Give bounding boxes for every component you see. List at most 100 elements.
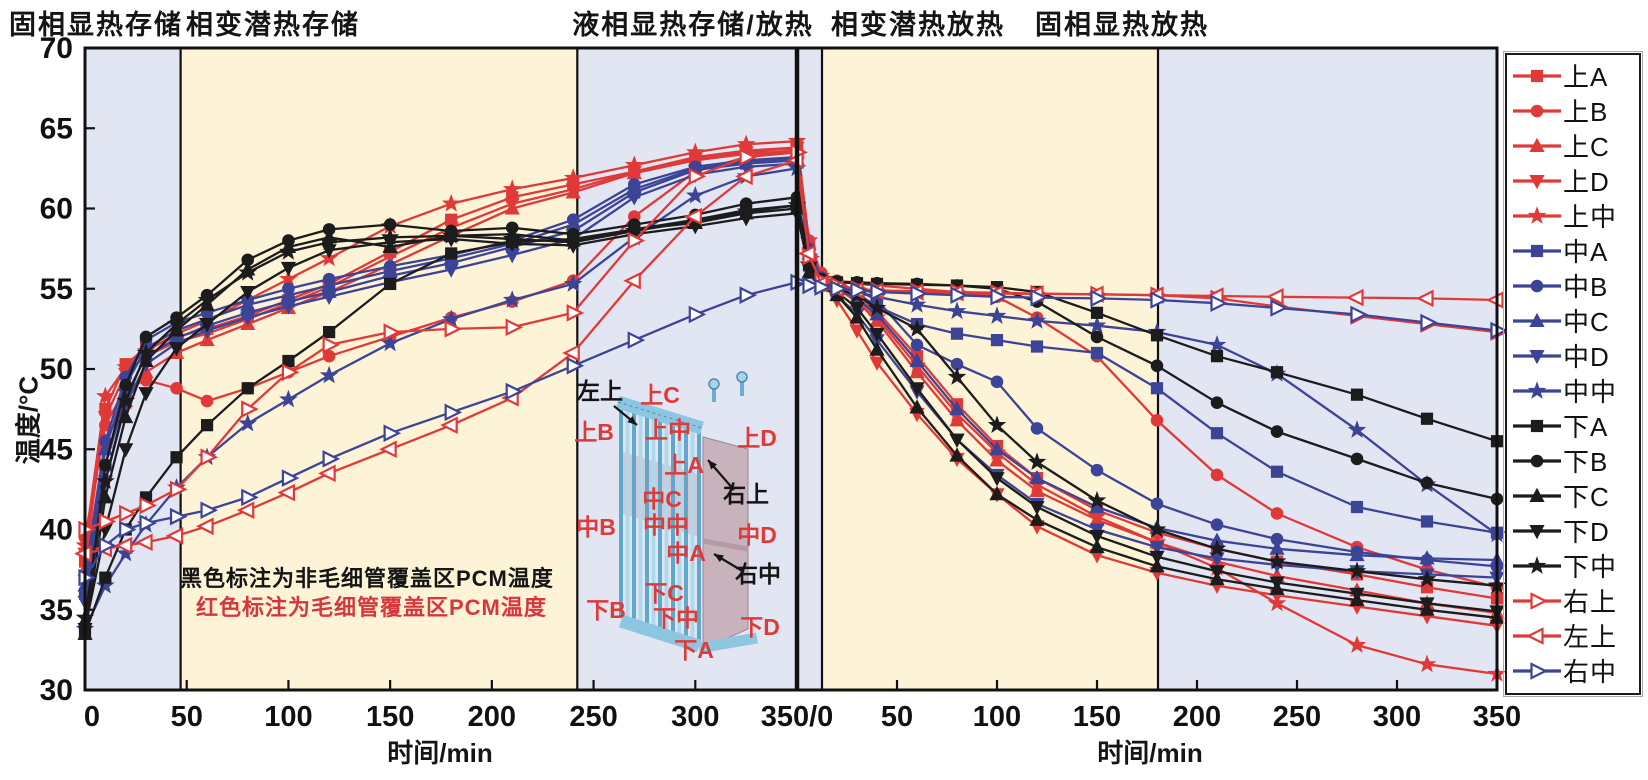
inset-label: 中C xyxy=(642,486,682,512)
marker-star xyxy=(380,333,400,352)
marker-triangle-left xyxy=(440,416,458,434)
x-axis-title-left: 时间/min xyxy=(387,738,493,768)
marker-triangle-right xyxy=(627,231,646,250)
legend-item-11: 下B xyxy=(1507,443,1639,478)
phase-region xyxy=(180,48,578,690)
legend-item-13: 下D xyxy=(1507,513,1639,548)
legend-item-8: 中D xyxy=(1507,338,1639,373)
legend-item-14: 下中 xyxy=(1507,548,1639,583)
marker-star xyxy=(907,295,927,313)
marker-star xyxy=(867,298,887,316)
inset-label: 上B xyxy=(574,419,614,445)
x-tick-label: 300 xyxy=(671,701,719,733)
device-valve xyxy=(736,371,748,383)
marker-triangle-down xyxy=(280,300,297,315)
marker-triangle-right xyxy=(98,512,117,531)
marker-triangle-up xyxy=(1029,511,1045,526)
marker-triangle-down xyxy=(909,382,925,397)
legend-item-label: 下中 xyxy=(1563,552,1618,582)
marker-circle xyxy=(1210,396,1224,410)
x-tick-label: 250 xyxy=(1273,701,1321,733)
marker-circle xyxy=(1530,104,1544,117)
marker-circle xyxy=(910,338,924,352)
device-panel-rail xyxy=(702,538,749,552)
marker-triangle-up xyxy=(989,452,1005,467)
marker-triangle-right xyxy=(169,480,188,499)
marker-triangle-down xyxy=(199,318,215,333)
marker-square xyxy=(1210,350,1224,363)
marker-circle xyxy=(1210,518,1224,531)
inset-label: 下A xyxy=(674,637,714,663)
marker-triangle-up xyxy=(1029,469,1045,485)
marker-star xyxy=(624,221,644,239)
inset-arrowhead xyxy=(708,460,717,470)
marker-star xyxy=(1027,452,1047,471)
marker-triangle-right xyxy=(119,520,137,539)
y-tick-label: 70 xyxy=(40,32,73,65)
marker-triangle-right xyxy=(870,283,888,301)
marker-triangle-up xyxy=(869,341,885,356)
legend-marker-star xyxy=(1513,555,1561,574)
marker-star xyxy=(987,306,1007,324)
marker-circle xyxy=(1150,414,1164,427)
marker-star xyxy=(1527,555,1547,574)
marker-triangle-right xyxy=(1530,661,1548,680)
x-tick-label: 50 xyxy=(171,701,203,733)
legend-item-label: 左上 xyxy=(1563,622,1618,652)
marker-triangle-down xyxy=(849,302,865,317)
marker-star xyxy=(441,309,461,328)
marker-star xyxy=(1267,551,1287,570)
marker-circle xyxy=(990,375,1004,389)
x-tick-label: 100 xyxy=(264,701,312,733)
x-tick-label: 200 xyxy=(468,701,516,733)
legend-marker-tri-left xyxy=(1513,626,1561,645)
marker-triangle-left xyxy=(379,440,397,459)
marker-triangle-up xyxy=(1529,487,1545,502)
y-tick-label: 35 xyxy=(40,594,73,627)
marker-triangle-right xyxy=(200,501,219,520)
marker-square xyxy=(1350,388,1364,401)
marker-triangle-up xyxy=(989,440,1005,456)
marker-triangle-right xyxy=(566,304,585,322)
marker-square xyxy=(1420,412,1434,425)
inset-label: 下C xyxy=(644,580,684,606)
marker-square xyxy=(170,451,183,464)
legend-item-label: 下B xyxy=(1563,447,1609,477)
marker-square xyxy=(1530,69,1544,82)
marker-triangle-down xyxy=(1149,541,1165,556)
y-tick-label: 30 xyxy=(40,674,73,707)
inset-label: 右中 xyxy=(735,561,781,587)
inset-arrowhead xyxy=(627,416,637,425)
marker-square xyxy=(445,247,458,260)
marker-triangle-left xyxy=(1346,288,1364,307)
marker-square xyxy=(990,334,1004,347)
marker-triangle-down xyxy=(168,342,185,357)
marker-triangle-down xyxy=(118,443,134,458)
legend-marker-star xyxy=(1513,205,1561,224)
marker-triangle-left xyxy=(277,483,296,502)
legend-item-label: 下A xyxy=(1563,412,1609,442)
legend-marker-tri-right xyxy=(1513,661,1561,680)
marker-circle xyxy=(1530,279,1544,292)
marker-square xyxy=(1420,515,1434,528)
marker-triangle-left xyxy=(1416,289,1434,308)
marker-triangle-left xyxy=(1266,287,1284,306)
y-tick-label: 65 xyxy=(40,112,73,145)
marker-triangle-down xyxy=(869,356,885,371)
marker-triangle-right xyxy=(1030,288,1048,307)
x-axis-title-right: 时间/min xyxy=(1097,738,1203,768)
marker-triangle-right xyxy=(200,448,219,467)
marker-triangle-right xyxy=(910,284,928,303)
device-valve xyxy=(708,378,720,390)
phase-region xyxy=(822,48,1158,690)
marker-circle xyxy=(139,330,153,344)
marker-triangle-down xyxy=(280,261,297,277)
marker-star xyxy=(907,319,927,337)
marker-star xyxy=(1347,635,1367,653)
note-red-pcm: 红色标注为毛细管覆盖区PCM温度 xyxy=(196,595,547,620)
marker-square xyxy=(282,354,295,368)
marker-triangle-up xyxy=(949,447,965,462)
y-axis-title: 温度/°C xyxy=(13,375,44,465)
